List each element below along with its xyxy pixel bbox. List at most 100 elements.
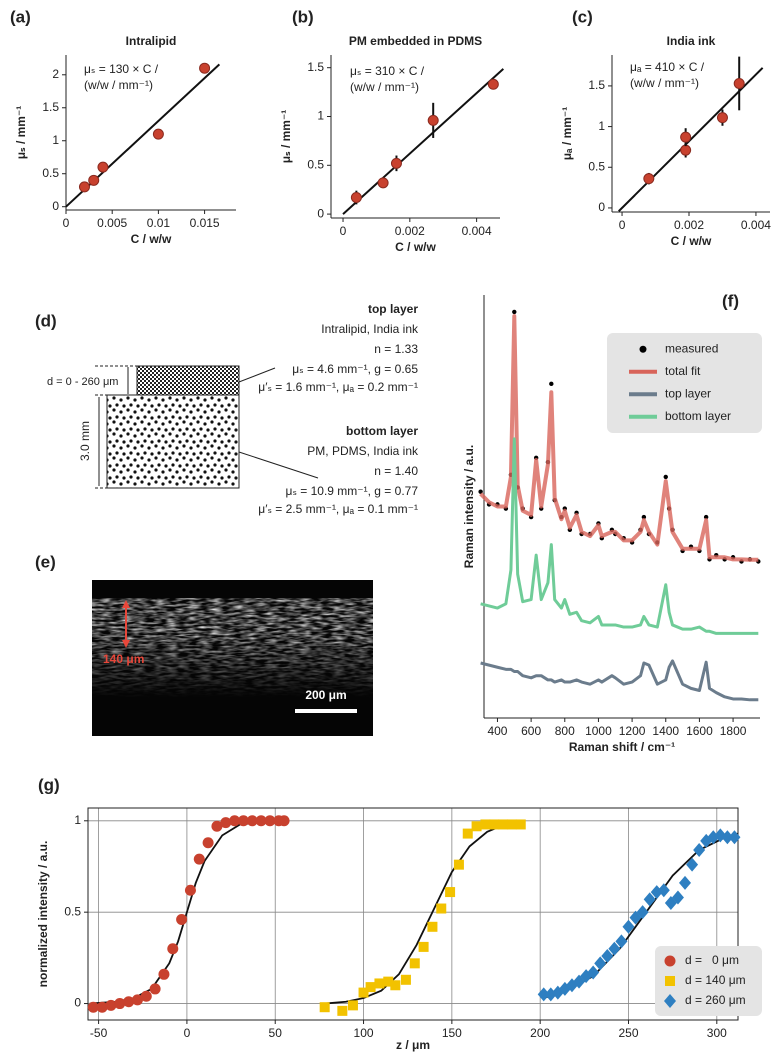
y-axis-title: Raman intensity / a.u. (462, 445, 476, 568)
marker (487, 78, 499, 90)
scale-bar (295, 709, 357, 713)
x-tick-label: -50 (90, 1026, 108, 1040)
marker (498, 819, 509, 830)
layer-title: top layer (368, 302, 418, 316)
legend-box (607, 333, 762, 433)
layer-line: μₛ = 4.6 mm⁻¹, g = 0.65 (292, 362, 418, 376)
marker (319, 1002, 330, 1013)
marker (149, 983, 161, 995)
marker (140, 990, 152, 1002)
x-tick-label: 150 (442, 1026, 462, 1040)
marker (152, 128, 164, 140)
annotation: (w/w / mm⁻¹) (350, 80, 419, 94)
marker (211, 820, 223, 832)
annotation: μₛ = 130 × C / (84, 62, 159, 76)
legend-label: d = 140 μm (685, 973, 746, 987)
layer-line: PM, PDMS, India ink (307, 444, 419, 458)
marker (264, 815, 276, 827)
marker (615, 934, 628, 949)
layer-line: μ′ₛ = 1.6 mm⁻¹, μₐ = 0.2 mm⁻¹ (258, 380, 418, 394)
x-tick-label: 800 (555, 724, 575, 738)
legend-label: total fit (665, 364, 701, 378)
layer-line: μₛ = 10.9 mm⁻¹, g = 0.77 (286, 484, 419, 498)
data-point (512, 309, 517, 315)
x-tick-label: 1200 (619, 724, 646, 738)
legend-label: measured (665, 341, 718, 355)
layer-line: n = 1.40 (374, 464, 418, 478)
layer-line: Intralipid, India ink (321, 322, 419, 336)
data-point (663, 474, 668, 480)
marker (721, 830, 734, 845)
marker (418, 941, 429, 952)
x-axis-title: z / μm (396, 1038, 430, 1052)
x-axis-title: C / w/w (671, 234, 712, 248)
x-tick-label: 0.004 (462, 224, 492, 238)
thickness-top: d = 0 - 260 μm (47, 376, 118, 388)
bottom-layer-block (106, 394, 240, 489)
marker (462, 828, 473, 839)
x-tick-label: 100 (354, 1026, 374, 1040)
chart-title: India ink (667, 34, 716, 48)
x-axis-title: Raman shift / cm⁻¹ (569, 740, 675, 754)
data-point (703, 514, 709, 520)
marker (87, 1001, 99, 1013)
marker (657, 883, 670, 898)
panel-label: (g) (38, 775, 60, 794)
marker (96, 1001, 108, 1013)
x-tick-label: 0.005 (97, 216, 127, 230)
marker (193, 853, 205, 865)
marker (680, 131, 692, 143)
legend-label: top layer (665, 386, 711, 400)
series-line (479, 314, 759, 562)
marker (608, 941, 621, 956)
marker (237, 815, 249, 827)
x-tick-label: 1000 (585, 724, 612, 738)
marker (123, 996, 135, 1008)
panel-label: (b) (292, 7, 314, 26)
y-tick-label: 0.5 (588, 159, 605, 173)
marker (184, 884, 196, 896)
x-axis-title: C / w/w (131, 232, 172, 246)
marker (686, 857, 699, 872)
y-tick-label: 0 (598, 200, 605, 214)
x-tick-label: 300 (707, 1026, 727, 1040)
data-point (549, 381, 554, 387)
x-tick-label: 1400 (652, 724, 679, 738)
scale-bar-label: 200 μm (305, 688, 346, 702)
panel-label: (e) (35, 552, 56, 571)
marker (680, 144, 692, 156)
legend-swatch (639, 345, 647, 353)
marker (377, 177, 389, 189)
marker (453, 859, 464, 870)
series-line (480, 437, 759, 635)
y-tick-label: 0.5 (307, 157, 324, 171)
marker (105, 999, 117, 1011)
dimension-arrows (98, 367, 319, 486)
y-tick-label: 1 (52, 133, 59, 147)
marker (202, 837, 214, 849)
marker (347, 1000, 358, 1011)
marker (733, 77, 745, 89)
marker (728, 830, 741, 845)
panel-label: (a) (10, 7, 31, 26)
depth-label: 140 μm (103, 652, 144, 666)
marker (114, 998, 126, 1010)
marker (199, 62, 211, 74)
marker (220, 817, 232, 829)
marker (643, 892, 656, 907)
y-axis-title: μₛ / mm⁻¹ (279, 110, 293, 164)
marker (587, 965, 600, 980)
marker (594, 956, 607, 971)
annotation: μₐ = 410 × C / (630, 60, 705, 74)
panel-label: (c) (572, 7, 593, 26)
x-tick-label: 1800 (720, 724, 747, 738)
data-point (641, 514, 647, 520)
thickness-bottom: 3.0 mm (78, 421, 92, 461)
x-axis-title: C / w/w (395, 240, 436, 254)
image-e: (e) 140 μm 200 μm (35, 552, 373, 736)
marker (131, 994, 143, 1006)
legend-swatch (665, 976, 675, 986)
marker (229, 815, 241, 827)
series-line (480, 659, 759, 702)
